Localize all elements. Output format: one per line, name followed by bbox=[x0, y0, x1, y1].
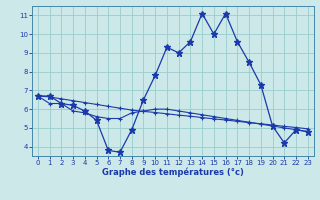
X-axis label: Graphe des températures (°c): Graphe des températures (°c) bbox=[102, 168, 244, 177]
